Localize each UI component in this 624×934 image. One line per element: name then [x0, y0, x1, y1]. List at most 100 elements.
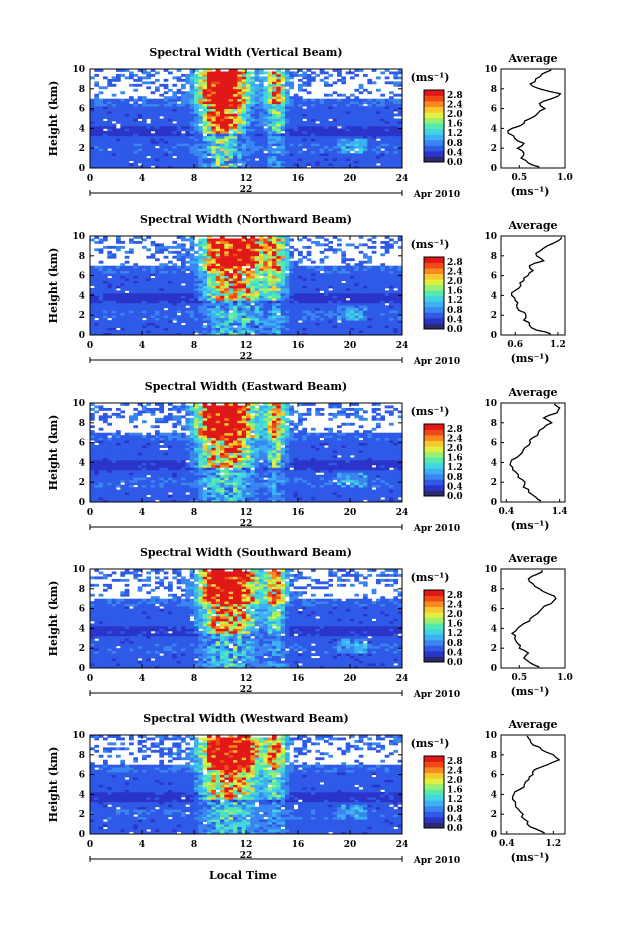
heatmap-cell: [363, 106, 368, 109]
heatmap-cell: [207, 276, 212, 279]
heatmap-cell: [246, 251, 251, 254]
heatmap-cell: [177, 278, 182, 281]
heatmap-cell: [177, 283, 182, 286]
heatmap-cell: [363, 141, 368, 144]
heatmap-cell: [263, 248, 268, 251]
heatmap-cell: [94, 109, 99, 112]
heatmap-cell: [172, 99, 177, 102]
heatmap-cell: [112, 116, 117, 119]
heatmap-cell: [250, 308, 255, 311]
heatmap-cell: [315, 271, 320, 274]
heatmap-cell: [346, 263, 351, 266]
heatmap-cell: [246, 84, 251, 87]
heatmap-cell: [120, 121, 125, 124]
heatmap-cell: [229, 328, 234, 331]
heatmap-cell: [198, 295, 203, 298]
heatmap-cell: [242, 271, 247, 274]
heatmap-cell: [276, 276, 281, 279]
heatmap-cell: [151, 295, 156, 298]
heatmap-cell: [354, 133, 359, 136]
heatmap-cell: [164, 320, 169, 323]
heatmap-cell: [125, 313, 130, 316]
heatmap-cell: [216, 141, 221, 144]
heatmap-cell: [376, 141, 381, 144]
heatmap-cell: [385, 116, 390, 119]
heatmap-cell: [164, 84, 169, 87]
heatmap-cell: [203, 123, 208, 126]
heatmap-cell: [203, 295, 208, 298]
heatmap-cell: [389, 300, 394, 303]
heatmap-cell: [272, 281, 277, 284]
heatmap-cell: [229, 246, 234, 249]
heatmap-cell: [350, 276, 355, 279]
heatmap-cell: [220, 258, 225, 261]
heatmap-cell: [203, 104, 208, 107]
heatmap-cell: [233, 253, 238, 256]
heatmap-cell: [285, 330, 290, 333]
heatmap-cell: [229, 143, 234, 146]
heatmap-cell: [164, 310, 169, 313]
heatmap-cell: [255, 251, 260, 254]
heatmap-cell: [220, 148, 225, 151]
heatmap-cell: [220, 293, 225, 296]
heatmap-cell: [120, 266, 125, 269]
heatmap-cell: [268, 303, 273, 306]
heatmap-cell: [164, 256, 169, 259]
heatmap-cell: [359, 323, 364, 326]
heatmap-cell: [224, 286, 229, 289]
heatmap-cell: [90, 298, 95, 301]
heatmap-cell: [216, 246, 221, 249]
heatmap-cell: [172, 158, 177, 161]
heatmap-cell: [328, 126, 333, 129]
heatmap-cell: [268, 283, 273, 286]
heatmap-cell: [138, 153, 143, 156]
heatmap-cell: [242, 76, 247, 79]
heatmap-cell: [211, 94, 216, 97]
heatmap-cell: [207, 288, 212, 291]
heatmap-cell: [385, 318, 390, 321]
heatmap-cell: [363, 305, 368, 308]
heatmap-cell: [129, 123, 134, 126]
heatmap-cell: [337, 293, 342, 296]
heatmap-cell: [99, 251, 104, 254]
heatmap-cell: [285, 161, 290, 164]
heatmap-cell: [155, 79, 160, 82]
heatmap-cell: [354, 278, 359, 281]
heatmap-cell: [181, 318, 186, 321]
heatmap-cell: [159, 315, 164, 318]
heatmap-cell: [315, 318, 320, 321]
heatmap-cell: [159, 300, 164, 303]
heatmap-cell: [289, 246, 294, 249]
heatmap-cell: [120, 241, 125, 244]
heatmap-cell: [372, 104, 377, 107]
heatmap-cell: [307, 128, 312, 131]
heatmap-cell: [177, 276, 182, 279]
heatmap-cell: [276, 114, 281, 117]
heatmap-cell: [346, 271, 351, 274]
heatmap-cell: [255, 138, 260, 141]
heatmap-cell: [250, 256, 255, 259]
heatmap-cell: [99, 305, 104, 308]
heatmap-cell: [294, 325, 299, 328]
heatmap-cell: [389, 81, 394, 84]
heatmap-cell: [198, 126, 203, 129]
heatmap-cell: [233, 313, 238, 316]
heatmap-cell: [272, 271, 277, 274]
heatmap-cell: [216, 305, 221, 308]
heatmap-cell: [311, 300, 316, 303]
heatmap-cell: [159, 273, 164, 276]
heatmap-cell: [194, 143, 199, 146]
heatmap-cell: [155, 104, 160, 107]
heatmap-cell: [307, 141, 312, 144]
heatmap-cell: [263, 136, 268, 139]
heatmap-cell: [359, 143, 364, 146]
heatmap-cell: [177, 271, 182, 274]
heatmap-cell: [220, 121, 225, 124]
heatmap-cell: [164, 273, 169, 276]
heatmap-cell: [190, 281, 195, 284]
heatmap-cell: [246, 281, 251, 284]
heatmap-cell: [207, 148, 212, 151]
heatmap-cell: [125, 76, 130, 79]
heatmap-cell: [177, 143, 182, 146]
colorbar-unit: (ms⁻¹): [411, 71, 450, 84]
